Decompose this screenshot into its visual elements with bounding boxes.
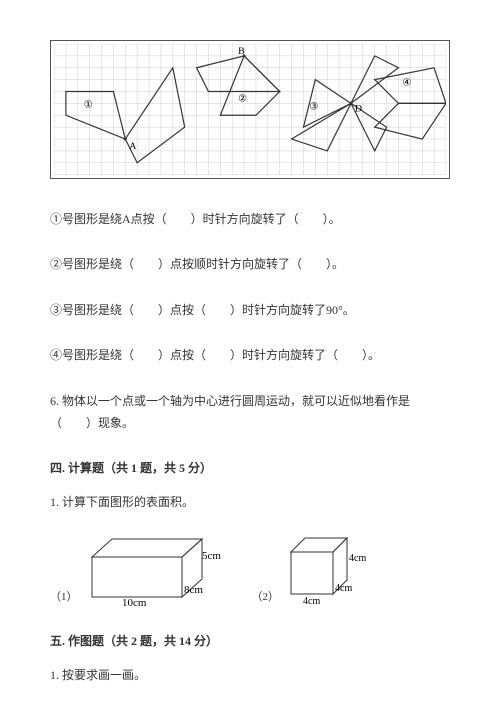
section-5-q1: 1. 按要求画一画。 <box>50 665 450 687</box>
question-2: ②号图形是绕（ ）点按顺时针方向旋转了（ ）。 <box>50 254 450 276</box>
shape-1-group: （1） 10cm 8cm 5cm <box>50 527 232 607</box>
shape-2-paren: （2） <box>252 588 280 608</box>
cuboid-height-label: 5cm <box>202 550 221 562</box>
cuboid-svg: 10cm 8cm 5cm <box>82 527 232 607</box>
cube-width-label: 4cm <box>303 596 320 607</box>
label-D: D <box>355 103 362 114</box>
cube-depth-label: 4cm <box>335 583 352 594</box>
rotation-grid-figure: A B D ① ② ③ ④ <box>50 40 450 179</box>
circ-4: ④ <box>402 78 411 89</box>
question-1: ①号图形是绕A点按（ ）时针方向旋转了（ ）。 <box>50 209 450 231</box>
cuboid-width-label: 10cm <box>122 597 147 607</box>
question-3: ③号图形是绕（ ）点按（ ）时针方向旋转了90°。 <box>50 300 450 322</box>
section-5-title: 五. 作图题（共 2 题，共 14 分） <box>50 631 450 653</box>
cube-svg: 4cm 4cm 4cm <box>283 527 373 607</box>
section-4-q1: 1. 计算下面图形的表面积。 <box>50 492 450 514</box>
question-6: 6. 物体以一个点或一个轴为中心进行圆周运动，就可以近似地看作是（ ）现象。 <box>50 391 450 434</box>
shapes-row: （1） 10cm 8cm 5cm （2） 4cm 4cm 4 <box>50 527 450 607</box>
circ-2: ② <box>238 93 247 104</box>
shape-1-paren: （1） <box>50 588 78 608</box>
shape-2-group: （2） 4cm 4cm 4cm <box>252 527 374 607</box>
circ-3: ③ <box>309 101 318 112</box>
label-A: A <box>129 141 137 152</box>
label-B: B <box>238 46 245 57</box>
cube-height-label: 4cm <box>349 553 366 564</box>
grid-svg: A B D ① ② ③ ④ <box>54 44 446 175</box>
section-4-title: 四. 计算题（共 1 题，共 5 分） <box>50 458 450 480</box>
cuboid-depth-label: 8cm <box>184 584 203 596</box>
question-4: ④号图形是绕（ ）点按（ ）时针方向旋转了（ ）。 <box>50 345 450 367</box>
circ-1: ① <box>84 99 93 110</box>
